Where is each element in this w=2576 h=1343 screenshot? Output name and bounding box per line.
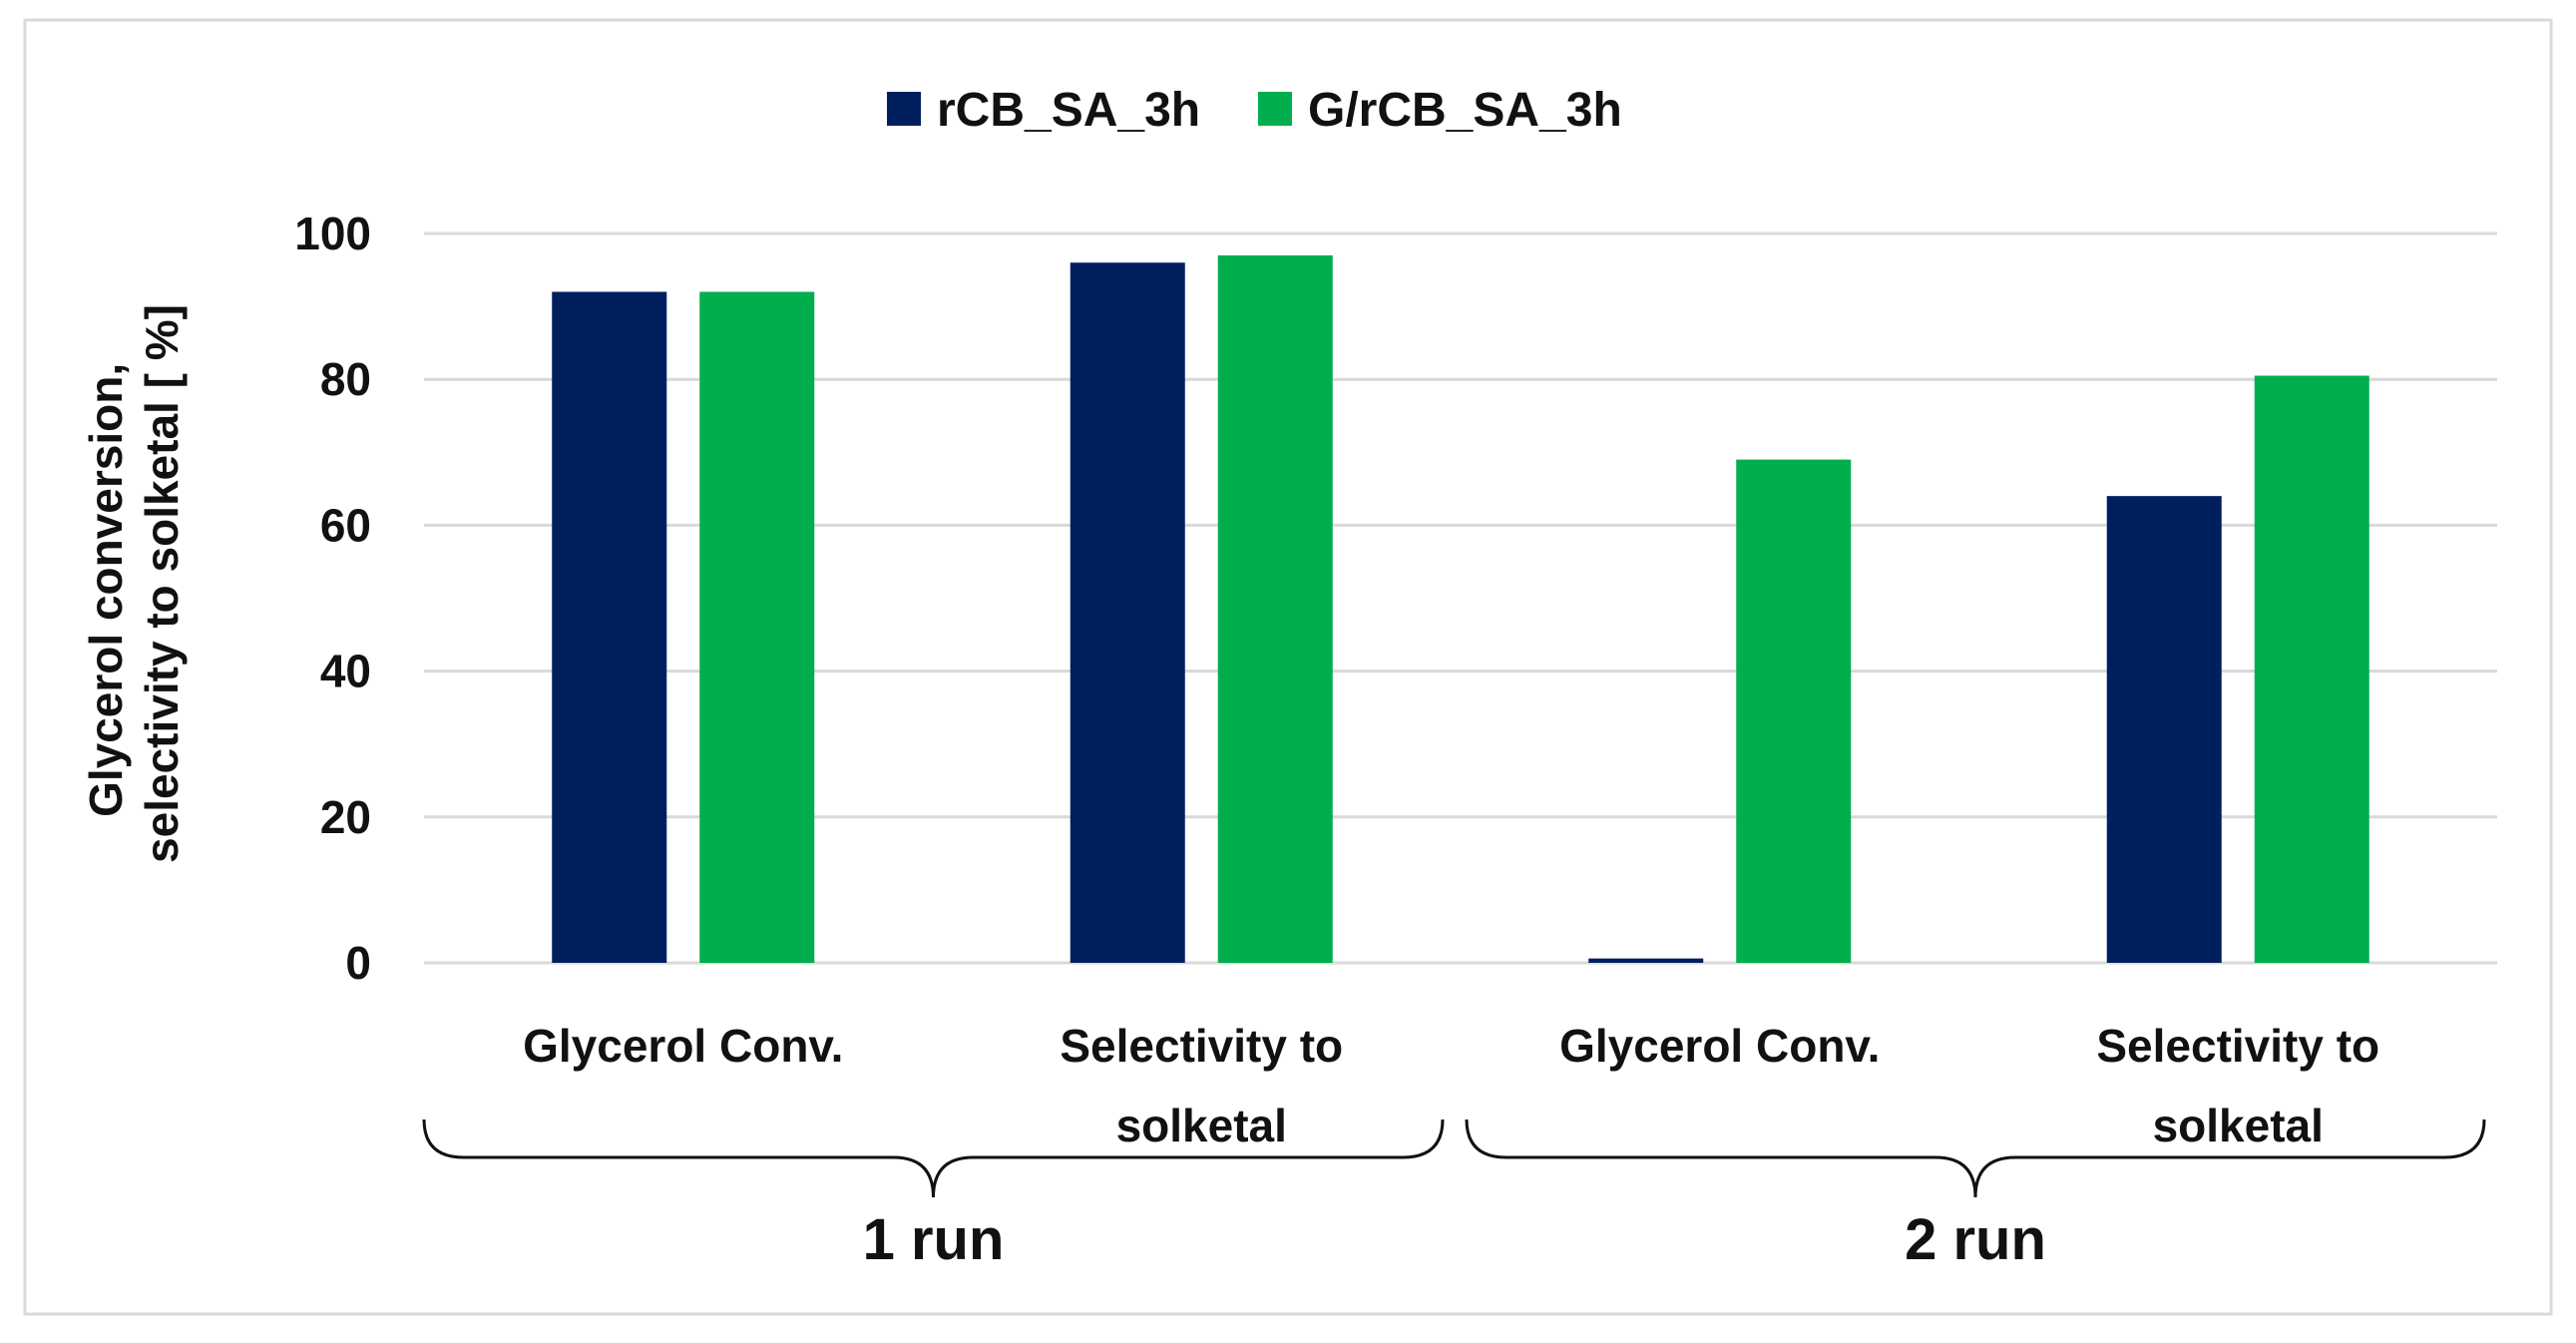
bar-rcb-sa-3h: [1588, 958, 1704, 963]
category-label: Selectivity to: [2096, 1020, 2379, 1072]
y-tick-label: 20: [320, 791, 371, 843]
category-label: Glycerol Conv.: [1559, 1020, 1880, 1072]
bar-g-rcb-sa-3h: [1736, 459, 1852, 963]
y-tick-label: 0: [345, 937, 371, 989]
y-axis-label: Glycerol conversion, selectivity to solk…: [80, 304, 188, 863]
legend-swatch: [887, 92, 921, 126]
legend-swatch: [1258, 92, 1292, 126]
bar-g-rcb-sa-3h: [1217, 254, 1333, 963]
y-tick-label: 60: [320, 499, 371, 551]
y-tick-label: 80: [320, 353, 371, 405]
category-label: solketal: [2153, 1100, 2324, 1151]
category-label: solketal: [1116, 1100, 1287, 1151]
legend-label: G/rCB_SA_3h: [1308, 84, 1622, 137]
bar-rcb-sa-3h: [552, 291, 667, 964]
category-label: Selectivity to: [1060, 1020, 1343, 1072]
y-tick-label: 100: [294, 208, 371, 259]
category-label: Glycerol Conv.: [523, 1020, 843, 1072]
bar-rcb-sa-3h: [1070, 262, 1185, 963]
bar-g-rcb-sa-3h: [699, 291, 815, 964]
legend-label: rCB_SA_3h: [937, 84, 1200, 137]
y-tick-label: 40: [320, 646, 371, 697]
group-label: 1 run: [863, 1207, 1005, 1272]
group-brace: [422, 1119, 1445, 1198]
group-brace: [1465, 1119, 2486, 1198]
bar-g-rcb-sa-3h: [2254, 375, 2369, 963]
bar-rcb-sa-3h: [2106, 496, 2222, 963]
group-label: 2 run: [1905, 1207, 2046, 1272]
